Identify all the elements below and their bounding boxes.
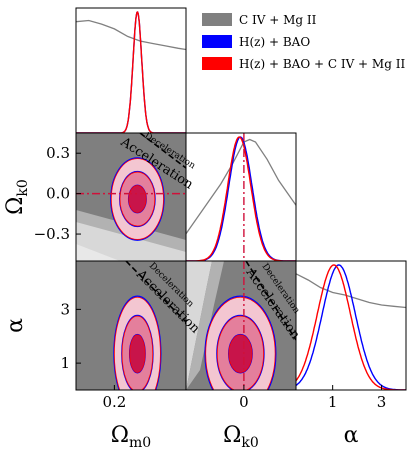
marginal-hz-bao-civ-mgii-Ωk0 xyxy=(186,136,296,261)
ylabel-ok: Ωk0 xyxy=(3,179,31,215)
marginal-hz-bao-civ-mgii-Ωm0 xyxy=(76,11,186,133)
marginal-civ-mgii-α xyxy=(296,273,406,309)
marginal-civ-mgii-Ωm0 xyxy=(76,19,186,51)
ytick-label: 0.3 xyxy=(46,144,70,162)
marginal-hz-bao-Ωk0 xyxy=(186,136,296,261)
ticks: 0.2 0 1 3 −0.3 0.0 0.3 1 3 xyxy=(34,144,387,411)
frame-marginal-om xyxy=(75,7,187,134)
legend-label-civ-mgii: C IV + Mg II xyxy=(239,13,317,27)
xtick-label: 1 xyxy=(328,393,338,411)
xlabel-1: Ωk0 xyxy=(223,423,259,451)
ytick-label: 0.0 xyxy=(46,185,70,203)
contours-om-ok xyxy=(110,157,165,241)
xlabel-0: Ωm0 xyxy=(111,423,151,451)
civ-band-inner-om-ok xyxy=(76,222,186,261)
contour-hz-bao-3sigma xyxy=(110,157,165,241)
civ-band-outer-ok-alpha xyxy=(186,261,224,390)
contours-om-alpha xyxy=(113,295,162,390)
xlabel-2: α xyxy=(344,423,359,448)
legend-swatch-civ-mgii xyxy=(202,13,232,26)
marginal-om xyxy=(76,11,186,133)
contour-joint-1sigma xyxy=(128,185,147,213)
contour-hz-bao-3sigma xyxy=(204,295,277,390)
civ-band-om-ok-alpha xyxy=(186,261,212,390)
ytick-label: 1 xyxy=(60,354,70,372)
marginal-civ-mgii-Ωk0 xyxy=(186,138,296,235)
ylabel-alpha: α xyxy=(3,318,28,333)
frame-marginal-alpha xyxy=(295,260,407,391)
ytick-label: 3 xyxy=(60,300,70,318)
marginal-ok xyxy=(186,136,296,261)
panel-frames xyxy=(75,7,407,391)
contour-joint-1sigma xyxy=(228,334,253,373)
marginal-alpha xyxy=(296,264,406,390)
frame-marginal-ok xyxy=(185,132,297,262)
legend-swatch-hz-bao xyxy=(202,35,232,48)
xtick-label: 3 xyxy=(377,393,387,411)
marginal-hz-bao-Ωm0 xyxy=(76,11,186,133)
xtick-label: 0 xyxy=(239,393,249,411)
marginal-hz-bao-civ-mgii-α xyxy=(296,264,406,390)
civ-band-tail-om-ok xyxy=(76,244,120,261)
legend-label-hz-bao: H(z) + BAO xyxy=(239,35,310,49)
contour-hz-bao-3sigma xyxy=(113,295,162,390)
legend-swatch-hz-bao-civ-mgii xyxy=(202,57,232,70)
xtick-label: 0.2 xyxy=(102,393,126,411)
contour-joint-1sigma xyxy=(129,334,146,373)
marginal-hz-bao-α xyxy=(296,264,406,390)
ytick-label: −0.3 xyxy=(34,225,70,243)
contour-hz-bao-2sigma xyxy=(216,314,265,390)
contours-ok-alpha xyxy=(204,295,277,390)
legend: C IV + Mg II H(z) + BAO H(z) + BAO + C IV … xyxy=(202,13,405,71)
legend-label-hz-bao-civ-mgii: H(z) + BAO + C IV + Mg II xyxy=(239,57,405,71)
